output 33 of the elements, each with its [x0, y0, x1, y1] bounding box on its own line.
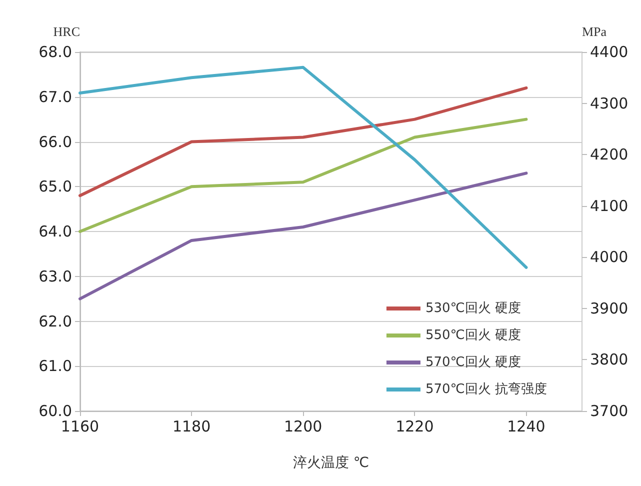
y-tick-label: 65.0 — [38, 178, 72, 196]
y-tick-label: 63.0 — [38, 267, 72, 286]
line-series — [78, 66, 528, 269]
y2-tick-label: 4200 — [590, 146, 628, 164]
y2-tick-label: 4400 — [590, 43, 628, 61]
y-tick-label: 67.0 — [38, 88, 72, 106]
legend-label: 530℃回火 硬度 — [425, 300, 521, 316]
line-series — [78, 172, 528, 300]
y-tick-label: 64.0 — [38, 222, 72, 240]
y-axis-title: HRC — [53, 24, 80, 39]
y2-tick-label: 3700 — [590, 402, 628, 420]
x-tick-label: 1240 — [507, 418, 546, 436]
legend-label: 550℃回火 硬度 — [425, 327, 521, 343]
y-tick-label: 60.0 — [38, 402, 72, 420]
y2-tick-label: 4100 — [590, 196, 628, 215]
y-tick-label: 68.0 — [38, 43, 72, 61]
y2-tick-label: 4300 — [590, 94, 628, 112]
legend-label: 570℃回火 硬度 — [425, 354, 521, 370]
y-tick-label: 66.0 — [38, 132, 72, 151]
y2-tick-label: 3900 — [590, 299, 628, 318]
y2-axis-title: MPa — [582, 24, 607, 39]
line-series — [78, 118, 528, 233]
y-tick-label: 61.0 — [38, 357, 72, 376]
y-tick-label: 62.0 — [38, 312, 72, 330]
legend-label: 570℃回火 抗弯强度 — [425, 381, 547, 397]
x-tick-label: 1220 — [396, 418, 434, 436]
x-axis-title: 淬火温度 ℃ — [292, 455, 370, 471]
x-tick-label: 1200 — [284, 418, 322, 436]
line-series — [78, 86, 528, 198]
x-tick-label: 1160 — [60, 418, 100, 436]
y2-tick-label: 3800 — [590, 350, 628, 369]
y2-tick-label: 4000 — [590, 248, 628, 266]
x-tick-label: 1180 — [172, 418, 211, 436]
